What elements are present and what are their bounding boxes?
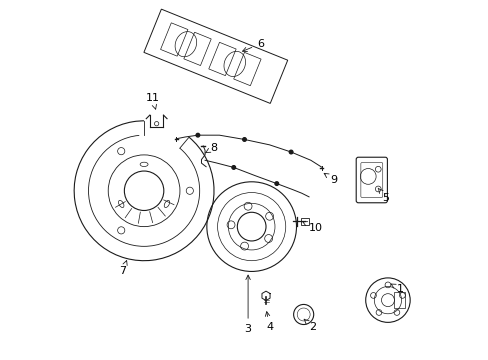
Text: 5: 5 xyxy=(377,188,389,203)
Circle shape xyxy=(289,150,292,154)
Text: 6: 6 xyxy=(242,39,264,51)
Circle shape xyxy=(242,138,246,141)
Text: 10: 10 xyxy=(302,222,323,233)
Text: 4: 4 xyxy=(265,312,273,332)
Bar xyxy=(300,218,308,225)
Text: 9: 9 xyxy=(324,174,337,185)
Text: 8: 8 xyxy=(205,143,217,153)
Text: 1: 1 xyxy=(390,284,403,294)
Circle shape xyxy=(196,134,199,137)
Circle shape xyxy=(274,182,278,185)
Text: 7: 7 xyxy=(119,261,127,276)
Text: 3: 3 xyxy=(244,275,251,334)
Circle shape xyxy=(231,166,235,169)
Text: 2: 2 xyxy=(304,319,316,332)
Text: 11: 11 xyxy=(145,93,159,109)
Bar xyxy=(394,292,405,308)
